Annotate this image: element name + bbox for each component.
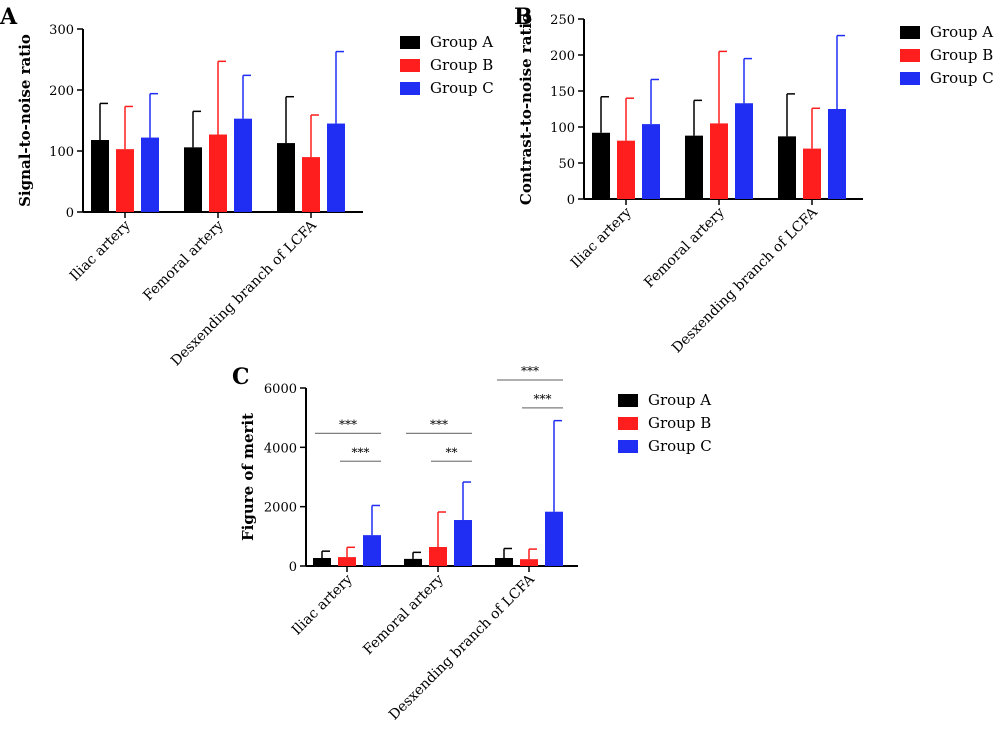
bar-group-b xyxy=(209,134,227,212)
bar-group-a xyxy=(685,135,703,199)
chart-figure-of-merit: 0 2000 4000 6000 Figure of merit Iliac artery… xyxy=(239,364,712,723)
bar-group-c xyxy=(327,123,345,212)
significance-label: *** xyxy=(339,417,357,431)
legend-label: Group B xyxy=(930,46,993,64)
bar-group-a xyxy=(404,558,422,566)
chart-contrast-to-noise: 0 50 100 150 200 250 Contrast-to-noise ratio Il… xyxy=(517,13,994,356)
legend-swatch-group-c xyxy=(618,440,638,453)
y-tick-label: 200 xyxy=(49,84,74,99)
legend-label: Group B xyxy=(648,414,711,432)
x-category-label: Femoral artery xyxy=(140,217,227,304)
chart-signal-to-noise: 0 100 200 300 Signal-to-noise ratio Iliac art… xyxy=(16,23,494,369)
legend-swatch-group-b xyxy=(400,59,420,72)
y-tick-label: 100 xyxy=(49,145,74,160)
panel-a-label: A xyxy=(0,4,18,30)
y-tick-label: 0 xyxy=(567,193,575,208)
x-category-label: Desxending branch of LCFA xyxy=(168,217,320,369)
bar-group-b xyxy=(803,148,821,199)
legend-label: Group A xyxy=(430,33,493,51)
legend-label: Group C xyxy=(430,79,494,97)
y-axis-title: Contrast-to-noise ratio xyxy=(517,13,535,205)
y-tick-label: 50 xyxy=(558,157,575,172)
significance-label: *** xyxy=(521,364,539,378)
x-category-label: Iliac artery xyxy=(289,571,356,638)
bar-group-b xyxy=(710,123,728,199)
significance-label: *** xyxy=(430,417,448,431)
panel-c-label: C xyxy=(232,364,250,390)
legend-swatch-group-a xyxy=(900,26,920,39)
bar-group-a xyxy=(277,143,295,212)
legend-swatch-group-c xyxy=(400,82,420,95)
bar-group-a xyxy=(778,136,796,199)
x-category-label: Iliac artery xyxy=(67,217,134,284)
y-tick-label: 0 xyxy=(289,560,297,575)
bar-group-c xyxy=(141,137,159,212)
bar-group-a xyxy=(184,147,202,212)
legend-swatch-group-a xyxy=(618,394,638,407)
bar-group-a xyxy=(495,557,513,566)
x-category-label: Femoral artery xyxy=(360,571,447,658)
bar-group-b xyxy=(520,559,538,566)
panel-b-label: B xyxy=(514,4,533,30)
y-tick-label: 250 xyxy=(550,13,575,28)
bar-group-b xyxy=(302,157,320,212)
y-tick-label: 4000 xyxy=(264,441,297,456)
legend-swatch-group-b xyxy=(618,417,638,430)
y-tick-label: 200 xyxy=(550,49,575,64)
bar-group-c xyxy=(642,124,660,199)
bar-group-c xyxy=(234,118,252,212)
legend-label: Group B xyxy=(430,56,493,74)
x-category-label: Desxending branch of LCFA xyxy=(669,204,821,356)
legend-swatch-group-c xyxy=(900,72,920,85)
y-tick-label: 0 xyxy=(66,206,74,221)
bar-group-b xyxy=(338,557,356,566)
legend-label: Group A xyxy=(930,23,993,41)
x-category-label: Desxending branch of LCFA xyxy=(386,571,538,723)
bar-group-a xyxy=(91,140,109,212)
bar-group-c xyxy=(545,511,563,566)
bar-group-c xyxy=(735,103,753,199)
y-axis-title: Signal-to-noise ratio xyxy=(16,34,34,207)
bar-group-a xyxy=(313,557,331,566)
legend-label: Group C xyxy=(648,437,712,455)
bar-group-c xyxy=(828,109,846,199)
x-category-label: Iliac artery xyxy=(568,204,635,271)
legend-label: Group C xyxy=(930,69,994,87)
y-tick-label: 150 xyxy=(550,85,575,100)
significance-label: *** xyxy=(352,445,370,459)
x-category-label: Femoral artery xyxy=(641,204,728,291)
significance-label: ** xyxy=(446,445,458,459)
bar-group-a xyxy=(592,132,610,199)
y-tick-label: 300 xyxy=(49,23,74,38)
y-tick-label: 100 xyxy=(550,121,575,136)
y-tick-label: 6000 xyxy=(264,382,297,397)
bar-group-c xyxy=(363,535,381,566)
legend-swatch-group-a xyxy=(400,36,420,49)
y-tick-label: 2000 xyxy=(264,501,297,516)
bar-group-b xyxy=(116,149,134,212)
bar-group-b xyxy=(429,547,447,566)
legend-label: Group A xyxy=(648,391,711,409)
y-axis-title: Figure of merit xyxy=(239,413,257,541)
legend-swatch-group-b xyxy=(900,49,920,62)
bar-group-c xyxy=(454,520,472,566)
bar-group-b xyxy=(617,140,635,199)
significance-label: *** xyxy=(534,392,552,406)
